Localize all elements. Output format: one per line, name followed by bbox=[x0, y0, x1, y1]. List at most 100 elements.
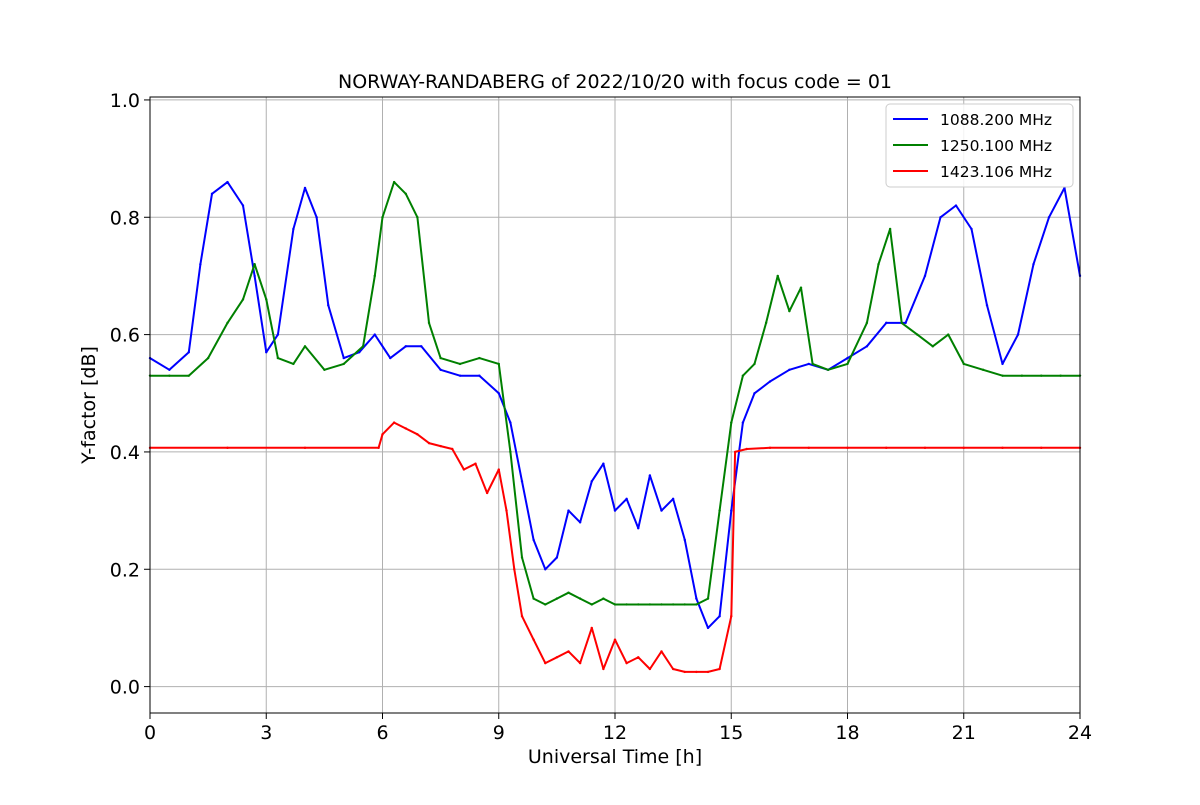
data-point bbox=[451, 447, 454, 451]
chart-title: NORWAY-RANDABERG of 2022/10/20 with focu… bbox=[338, 71, 892, 93]
data-point bbox=[811, 362, 814, 366]
data-point bbox=[315, 216, 318, 219]
y-tick-label: 0.2 bbox=[110, 559, 140, 581]
data-point bbox=[904, 321, 907, 325]
data-point bbox=[373, 333, 376, 336]
y-tick-label: 0.8 bbox=[110, 207, 140, 229]
data-point bbox=[970, 227, 973, 231]
data-point bbox=[602, 667, 605, 671]
data-point bbox=[753, 362, 756, 366]
x-tick-label: 3 bbox=[260, 722, 272, 744]
y-tick-label: 0.4 bbox=[110, 442, 140, 464]
x-tick-label: 6 bbox=[376, 722, 388, 744]
series-layer bbox=[148, 180, 1082, 674]
x-tick-label: 12 bbox=[603, 722, 627, 744]
data-point bbox=[404, 427, 407, 430]
data-point bbox=[187, 351, 190, 354]
data-point bbox=[683, 603, 686, 606]
data-point bbox=[613, 603, 617, 606]
data-point bbox=[741, 374, 745, 377]
data-point bbox=[602, 462, 605, 465]
data-point bbox=[497, 392, 500, 395]
data-point bbox=[544, 568, 547, 571]
data-point bbox=[265, 351, 268, 354]
legend: 1088.200 MHz 1250.100 MHz 1423.106 MHz bbox=[885, 103, 1074, 188]
x-tick-label: 24 bbox=[1068, 722, 1092, 744]
data-point bbox=[671, 667, 675, 671]
data-point bbox=[1016, 333, 1020, 336]
data-point bbox=[392, 421, 396, 424]
data-point bbox=[660, 603, 663, 606]
data-point bbox=[764, 321, 768, 325]
data-point bbox=[865, 321, 869, 325]
data-point bbox=[613, 638, 617, 641]
data-point bbox=[1001, 362, 1004, 366]
data-point bbox=[206, 356, 210, 360]
data-point bbox=[303, 446, 307, 450]
y-tick-label: 0.6 bbox=[110, 325, 140, 347]
data-point bbox=[389, 356, 392, 360]
data-point bbox=[485, 491, 489, 495]
data-point bbox=[416, 216, 419, 219]
data-point bbox=[168, 368, 171, 371]
y-tick-label: 0.0 bbox=[110, 677, 140, 699]
data-point bbox=[520, 615, 524, 618]
data-point bbox=[497, 468, 500, 471]
data-point bbox=[555, 597, 559, 600]
x-tick-label: 15 bbox=[719, 722, 743, 744]
data-point bbox=[706, 597, 710, 600]
data-point bbox=[1040, 446, 1043, 450]
data-point bbox=[648, 474, 652, 477]
data-point bbox=[381, 216, 384, 219]
data-point bbox=[885, 446, 888, 450]
data-point bbox=[625, 497, 628, 501]
data-point bbox=[981, 368, 985, 371]
legend-label: 1250.100 MHz bbox=[940, 137, 1052, 155]
data-point bbox=[276, 356, 280, 360]
data-point bbox=[590, 480, 593, 483]
data-point bbox=[303, 186, 307, 190]
data-point bbox=[718, 615, 721, 618]
data-point bbox=[900, 321, 903, 325]
data-point bbox=[671, 603, 675, 606]
legend-items: 1088.200 MHz 1250.100 MHz 1423.106 MHz bbox=[893, 111, 1052, 181]
data-point bbox=[1059, 374, 1062, 377]
data-point bbox=[807, 362, 810, 366]
data-point bbox=[741, 421, 745, 424]
data-point bbox=[695, 670, 698, 674]
data-point bbox=[381, 433, 384, 436]
data-point bbox=[292, 362, 295, 366]
data-point bbox=[292, 227, 295, 231]
data-point bbox=[660, 509, 663, 512]
data-point bbox=[590, 603, 593, 606]
data-point bbox=[637, 527, 640, 530]
data-point bbox=[567, 650, 570, 653]
data-point bbox=[567, 509, 570, 512]
data-point bbox=[253, 274, 256, 278]
data-point bbox=[276, 333, 280, 336]
y-tick-label: 1.0 bbox=[110, 90, 140, 112]
data-point bbox=[923, 446, 927, 450]
data-point bbox=[404, 345, 407, 348]
data-point bbox=[660, 650, 663, 653]
data-point bbox=[578, 597, 582, 600]
data-point bbox=[199, 263, 202, 266]
data-point bbox=[625, 603, 628, 606]
data-point bbox=[513, 568, 516, 571]
data-point bbox=[954, 204, 958, 207]
data-point bbox=[323, 368, 326, 371]
x-tick-label: 21 bbox=[952, 722, 976, 744]
data-point bbox=[578, 521, 582, 524]
data-point bbox=[706, 626, 710, 630]
legend-box bbox=[885, 103, 1074, 188]
data-point bbox=[753, 392, 756, 395]
data-point bbox=[923, 274, 927, 278]
data-point bbox=[532, 597, 535, 600]
data-point bbox=[416, 433, 419, 436]
data-point bbox=[253, 263, 256, 266]
data-point bbox=[555, 656, 559, 659]
data-point bbox=[745, 447, 748, 451]
data-point bbox=[439, 368, 442, 371]
data-point bbox=[478, 356, 481, 360]
data-point bbox=[509, 421, 512, 424]
